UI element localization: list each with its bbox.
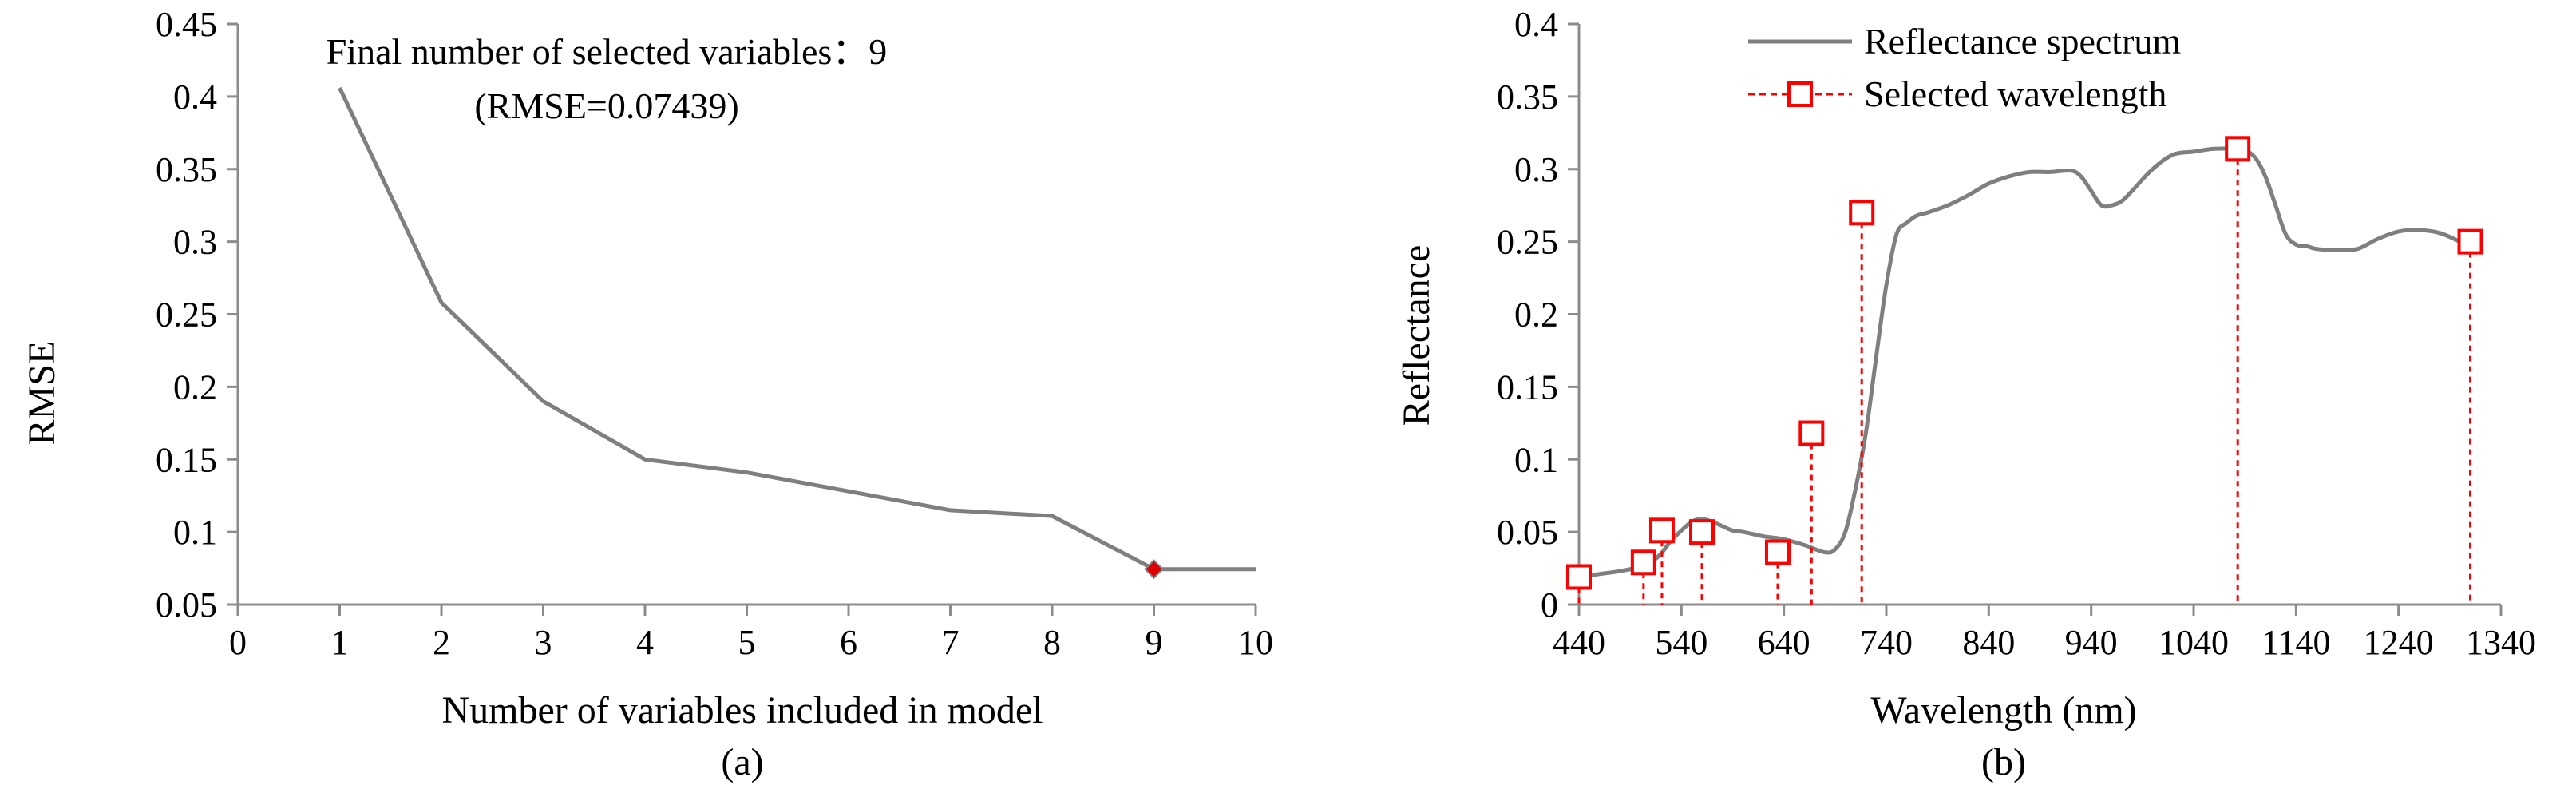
a-y-tick-label: 0.25	[156, 295, 217, 335]
a-x-tick-label: 4	[636, 623, 654, 662]
panel-b-legend: Reflectance spectrum Selected wavelength	[1748, 21, 2181, 114]
b-y-tick-label: 0	[1541, 585, 1558, 625]
b-y-tick-label: 0.05	[1497, 513, 1558, 552]
a-x-tick-label: 8	[1043, 623, 1061, 662]
panel-b-x-ticks: 440 540 640 740 840 940 1040 1140 1240 1340	[1553, 605, 2536, 662]
b-y-tick-label: 0.2	[1514, 295, 1558, 335]
b-x-tick-label: 1040	[2159, 623, 2229, 662]
selected-wavelength-marker	[1764, 539, 1791, 565]
panel-a-label: (a)	[721, 741, 763, 783]
legend-marker-selected	[1787, 81, 1813, 107]
a-y-tick-label: 0.1	[173, 513, 217, 552]
a-x-tick-label: 3	[535, 623, 552, 662]
panel-a-x-axis-title: Number of variables included in model	[441, 689, 1043, 732]
selected-wavelength-marker	[1798, 420, 1825, 446]
panel-a-rmse-chart: 0.05 0.1 0.15 0.2 0.25 0.3 0.35 0.4 0.45 0 1 2 3 4 5 6…	[21, 5, 1273, 783]
panel-a-axes	[236, 24, 1256, 606]
selected-wavelength-marker	[2225, 136, 2251, 162]
panel-a-series	[338, 86, 1256, 580]
a-x-tick-label: 6	[840, 623, 857, 662]
a-y-tick-label: 0.4	[173, 77, 217, 117]
panel-a-x-ticks: 0 1 2 3 4 5 6 7 8 9 10	[229, 605, 1273, 662]
a-y-tick-label: 0.45	[156, 5, 217, 44]
legend-label-spectrum: Reflectance spectrum	[1864, 21, 2181, 61]
panel-b-y-axis-title: Reflectance	[1395, 245, 1438, 426]
selected-wavelength-marker	[1566, 564, 1592, 590]
b-y-tick-label: 0.1	[1514, 440, 1558, 479]
b-x-tick-label: 740	[1860, 623, 1913, 662]
a-x-tick-label: 10	[1238, 623, 1273, 662]
legend-label-selected: Selected wavelength	[1864, 73, 2166, 114]
b-x-tick-label: 1140	[2261, 623, 2330, 662]
a-x-tick-label: 0	[229, 623, 247, 662]
b-x-tick-label: 540	[1655, 623, 1707, 662]
a-x-tick-label: 2	[433, 623, 450, 662]
a-y-tick-label: 0.15	[156, 440, 217, 479]
rmse-line	[338, 86, 1256, 572]
selected-wavelength-marker	[1648, 517, 1675, 544]
selected-wavelength-marker	[1849, 200, 1875, 226]
b-y-tick-label: 0.15	[1497, 367, 1558, 406]
panel-a-y-axis-title: RMSE	[21, 341, 63, 446]
panel-b-reflectance-chart: 0 0.05 0.1 0.15 0.2 0.25 0.3 0.35 0.4 440 540 640 7…	[1395, 5, 2536, 783]
panel-b-y-ticks: 0 0.05 0.1 0.15 0.2 0.25 0.3 0.35 0.4	[1497, 5, 1579, 625]
b-y-tick-label: 0.3	[1514, 150, 1558, 189]
a-x-tick-label: 5	[738, 623, 756, 662]
panel-a-subtitle: (RMSE=0.07439)	[474, 85, 738, 126]
a-y-tick-label: 0.3	[173, 223, 217, 262]
a-x-tick-label: 9	[1146, 623, 1163, 662]
b-y-tick-label: 0.35	[1497, 77, 1558, 117]
a-y-tick-label: 0.35	[156, 150, 217, 189]
panel-b-series	[1566, 136, 2483, 605]
b-x-tick-label: 840	[1962, 623, 2015, 662]
reflectance-spectrum-line	[1578, 146, 2461, 579]
panel-b-label: (b)	[1981, 741, 2026, 783]
selected-wavelength-marker	[1689, 519, 1715, 545]
a-x-tick-label: 7	[942, 623, 960, 662]
selected-wavelength-marker	[1630, 549, 1656, 576]
b-x-tick-label: 1240	[2364, 623, 2434, 662]
a-y-tick-label: 0.2	[173, 367, 217, 406]
a-y-tick-label: 0.05	[156, 585, 217, 625]
panel-a-y-ticks: 0.05 0.1 0.15 0.2 0.25 0.3 0.35 0.4 0.45	[156, 5, 238, 625]
a-x-tick-label: 1	[331, 623, 349, 662]
b-x-tick-label: 640	[1758, 623, 1810, 662]
b-x-tick-label: 440	[1553, 623, 1605, 662]
b-y-tick-label: 0.4	[1514, 5, 1558, 44]
selected-point-marker	[1144, 559, 1164, 580]
panel-a-title: Final number of selected variables：9	[326, 31, 888, 72]
b-y-tick-label: 0.25	[1497, 223, 1558, 262]
selected-wavelength-marker	[2457, 228, 2483, 255]
b-x-tick-label: 940	[2065, 623, 2118, 662]
b-x-tick-label: 1340	[2466, 623, 2536, 662]
panel-b-x-axis-title: Wavelength (nm)	[1870, 689, 2136, 732]
